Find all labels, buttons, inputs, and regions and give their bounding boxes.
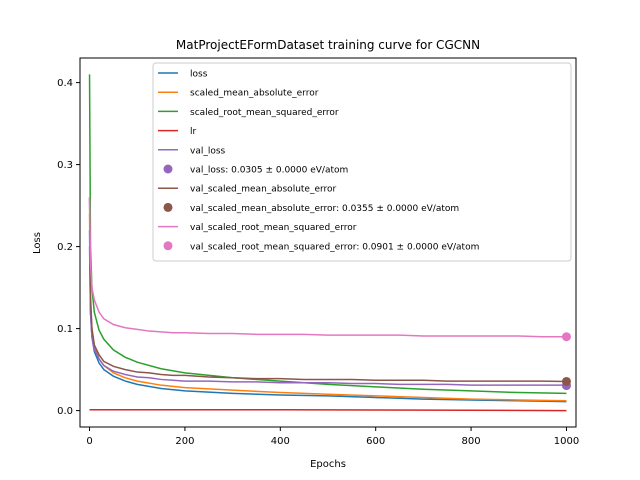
y-tick-label: 0.2 [57, 242, 73, 253]
x-axis-label: Epochs [310, 459, 346, 470]
series-line-val-scaled-mean-absolute-error [88, 197, 567, 383]
plot-area [88, 74, 571, 412]
y-tick-label: 0.1 [57, 324, 73, 335]
x-tick-label: 0 [86, 436, 92, 447]
chart-title: MatProjectEFormDataset training curve fo… [176, 38, 480, 52]
y-tick-label: 0.3 [57, 160, 73, 171]
legend-label: val_scaled_mean_absolute_error [190, 185, 337, 195]
legend-label: val_scaled_root_mean_squared_error [190, 223, 357, 233]
series-line-scaled-root-mean-squared-error [88, 74, 567, 395]
legend-marker-swatch [163, 241, 173, 251]
series-line-val-loss [88, 246, 567, 386]
legend-box [152, 62, 572, 262]
series-line-val-scaled-root-mean-squared-error [88, 197, 567, 338]
legend-label: lr [190, 127, 197, 137]
legend-marker-swatch [163, 202, 173, 212]
legend-label: scaled_root_mean_squared_error [190, 108, 339, 118]
final-value-marker-3 [561, 332, 571, 342]
y-axis-ticks: 0.0 0.1 0.2 0.3 0.4 [57, 78, 80, 417]
legend: loss scaled_mean_absolute_error scaled_roo… [152, 62, 572, 262]
x-tick-label: 1000 [554, 436, 579, 447]
x-axis-ticks: 0 200 400 600 800 1000 [86, 427, 579, 447]
legend-label: loss [190, 70, 208, 80]
legend-label: val_loss [190, 146, 226, 156]
legend-marker-swatch [163, 164, 173, 174]
x-tick-label: 600 [366, 436, 385, 447]
final-value-marker-2 [561, 376, 571, 386]
y-axis-label: Loss [32, 232, 43, 254]
series-line-loss [88, 230, 567, 403]
legend-label: val_scaled_mean_absolute_error: 0.0355 ±… [190, 204, 459, 214]
x-tick-label: 800 [462, 436, 481, 447]
x-tick-label: 200 [175, 436, 194, 447]
legend-label: scaled_mean_absolute_error [190, 89, 319, 99]
legend-label: val_scaled_root_mean_squared_error: 0.09… [190, 242, 479, 252]
x-tick-label: 400 [271, 436, 290, 447]
legend-label: val_loss: 0.0305 ± 0.0000 eV/atom [190, 166, 348, 176]
axes-frame [79, 57, 577, 428]
y-tick-label: 0.0 [57, 406, 73, 417]
y-tick-label: 0.4 [57, 78, 73, 89]
series-line-lr [89, 409, 567, 412]
